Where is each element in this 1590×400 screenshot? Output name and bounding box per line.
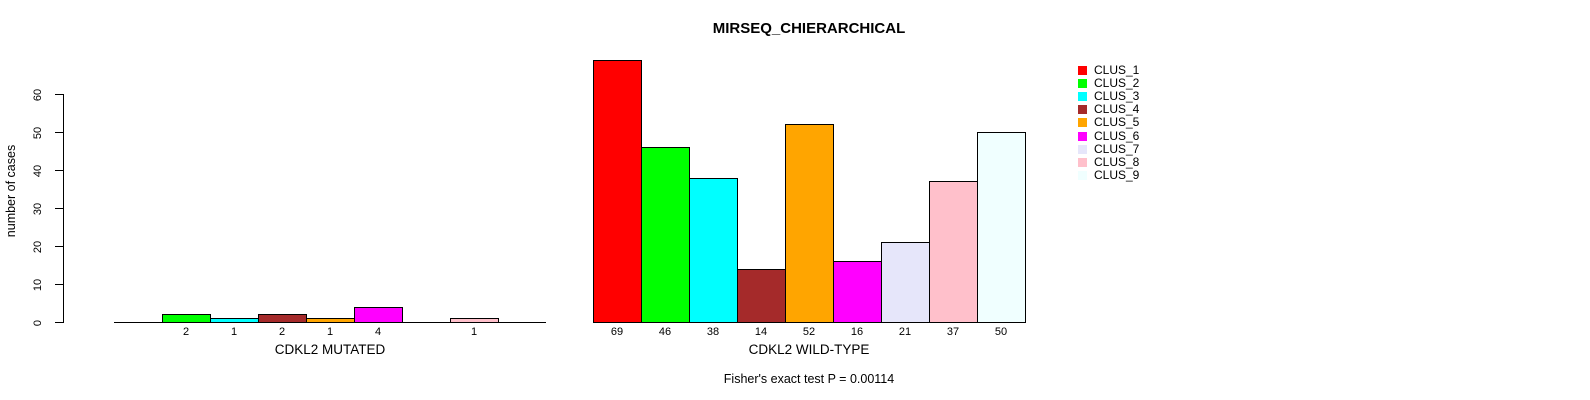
bar-value-label: 37 — [946, 326, 960, 338]
legend-item-clus_7: CLUS_7 — [1078, 143, 1139, 156]
bar-value-label: 38 — [706, 326, 720, 338]
bar-clus_2 — [641, 147, 690, 323]
y-axis-tick-label: 10 — [32, 278, 44, 291]
legend-swatch-clus_7 — [1078, 145, 1087, 154]
legend-swatch-clus_9 — [1078, 171, 1087, 180]
y-axis-tick — [55, 94, 63, 95]
legend-item-clus_9: CLUS_9 — [1078, 169, 1139, 182]
bar-value-label: 1 — [230, 326, 238, 338]
chart-title: MIRSEQ_CHIERARCHICAL — [712, 20, 906, 37]
bar-clus_5 — [785, 124, 834, 323]
bar-clus_4 — [258, 314, 307, 323]
legend-label: CLUS_7 — [1094, 142, 1140, 156]
y-axis-label: number of cases — [4, 144, 18, 238]
y-axis-tick — [55, 322, 63, 323]
legend-swatch-clus_3 — [1078, 92, 1087, 101]
y-axis-tick — [55, 170, 63, 171]
bar-value-label: 1 — [470, 326, 478, 338]
legend-item-clus_8: CLUS_8 — [1078, 156, 1139, 169]
y-axis-tick — [55, 246, 63, 247]
bar-value-label: 21 — [898, 326, 912, 338]
bar-clus_1 — [593, 60, 642, 323]
legend-item-clus_3: CLUS_3 — [1078, 90, 1139, 103]
bar-value-label: 69 — [610, 326, 624, 338]
bar-clus_5 — [306, 318, 355, 323]
bar-value-label: 50 — [994, 326, 1008, 338]
bar-value-label: 2 — [278, 326, 286, 338]
bar-value-label: 46 — [658, 326, 672, 338]
legend-swatch-clus_5 — [1078, 118, 1087, 127]
legend-label: CLUS_2 — [1094, 76, 1140, 90]
x-axis-label-mutated: CDKL2 MUTATED — [274, 342, 386, 357]
y-axis-tick-label: 50 — [32, 126, 44, 139]
bar-value-label: 4 — [374, 326, 382, 338]
legend-item-clus_6: CLUS_6 — [1078, 130, 1139, 143]
y-axis-tick-label: 60 — [32, 88, 44, 101]
bar-clus_7 — [881, 242, 930, 323]
legend-label: CLUS_5 — [1094, 115, 1140, 129]
bar-clus_3 — [210, 318, 259, 323]
legend-label: CLUS_8 — [1094, 155, 1140, 169]
y-axis-line — [63, 94, 64, 323]
bar-clus_6 — [354, 307, 403, 323]
x-axis-label-wildtype: CDKL2 WILD-TYPE — [748, 342, 870, 357]
legend-swatch-clus_1 — [1078, 66, 1087, 75]
bar-value-label: 16 — [850, 326, 864, 338]
legend-item-clus_2: CLUS_2 — [1078, 77, 1139, 90]
legend-item-clus_5: CLUS_5 — [1078, 116, 1139, 129]
bar-clus_2 — [162, 314, 211, 323]
legend-label: CLUS_9 — [1094, 168, 1140, 182]
legend-swatch-clus_8 — [1078, 158, 1087, 167]
y-axis-tick-label: 40 — [32, 164, 44, 177]
legend-swatch-clus_2 — [1078, 79, 1087, 88]
bar-clus_6 — [833, 261, 882, 323]
y-axis-tick — [55, 284, 63, 285]
bar-value-label: 2 — [182, 326, 190, 338]
legend-item-clus_4: CLUS_4 — [1078, 103, 1139, 116]
legend-label: CLUS_4 — [1094, 102, 1140, 116]
legend-swatch-clus_4 — [1078, 105, 1087, 114]
bar-clus_9 — [977, 132, 1026, 323]
y-axis-tick-label: 20 — [32, 240, 44, 253]
y-axis-tick-label: 30 — [32, 202, 44, 215]
bar-value-label: 52 — [802, 326, 816, 338]
fisher-test-annotation: Fisher's exact test P = 0.00114 — [723, 372, 895, 386]
legend-label: CLUS_1 — [1094, 63, 1140, 77]
bar-clus_8 — [450, 318, 499, 323]
legend-swatch-clus_6 — [1078, 132, 1087, 141]
legend-label: CLUS_6 — [1094, 129, 1140, 143]
legend-item-clus_1: CLUS_1 — [1078, 64, 1139, 77]
bar-clus_8 — [929, 181, 978, 323]
bar-clus_4 — [737, 269, 786, 323]
bar-value-label: 14 — [754, 326, 768, 338]
bar-value-label: 1 — [326, 326, 334, 338]
y-axis-tick-label: 0 — [32, 319, 44, 326]
y-axis-tick — [55, 132, 63, 133]
legend-label: CLUS_3 — [1094, 89, 1140, 103]
y-axis-tick — [55, 208, 63, 209]
bar-clus_3 — [689, 178, 738, 323]
